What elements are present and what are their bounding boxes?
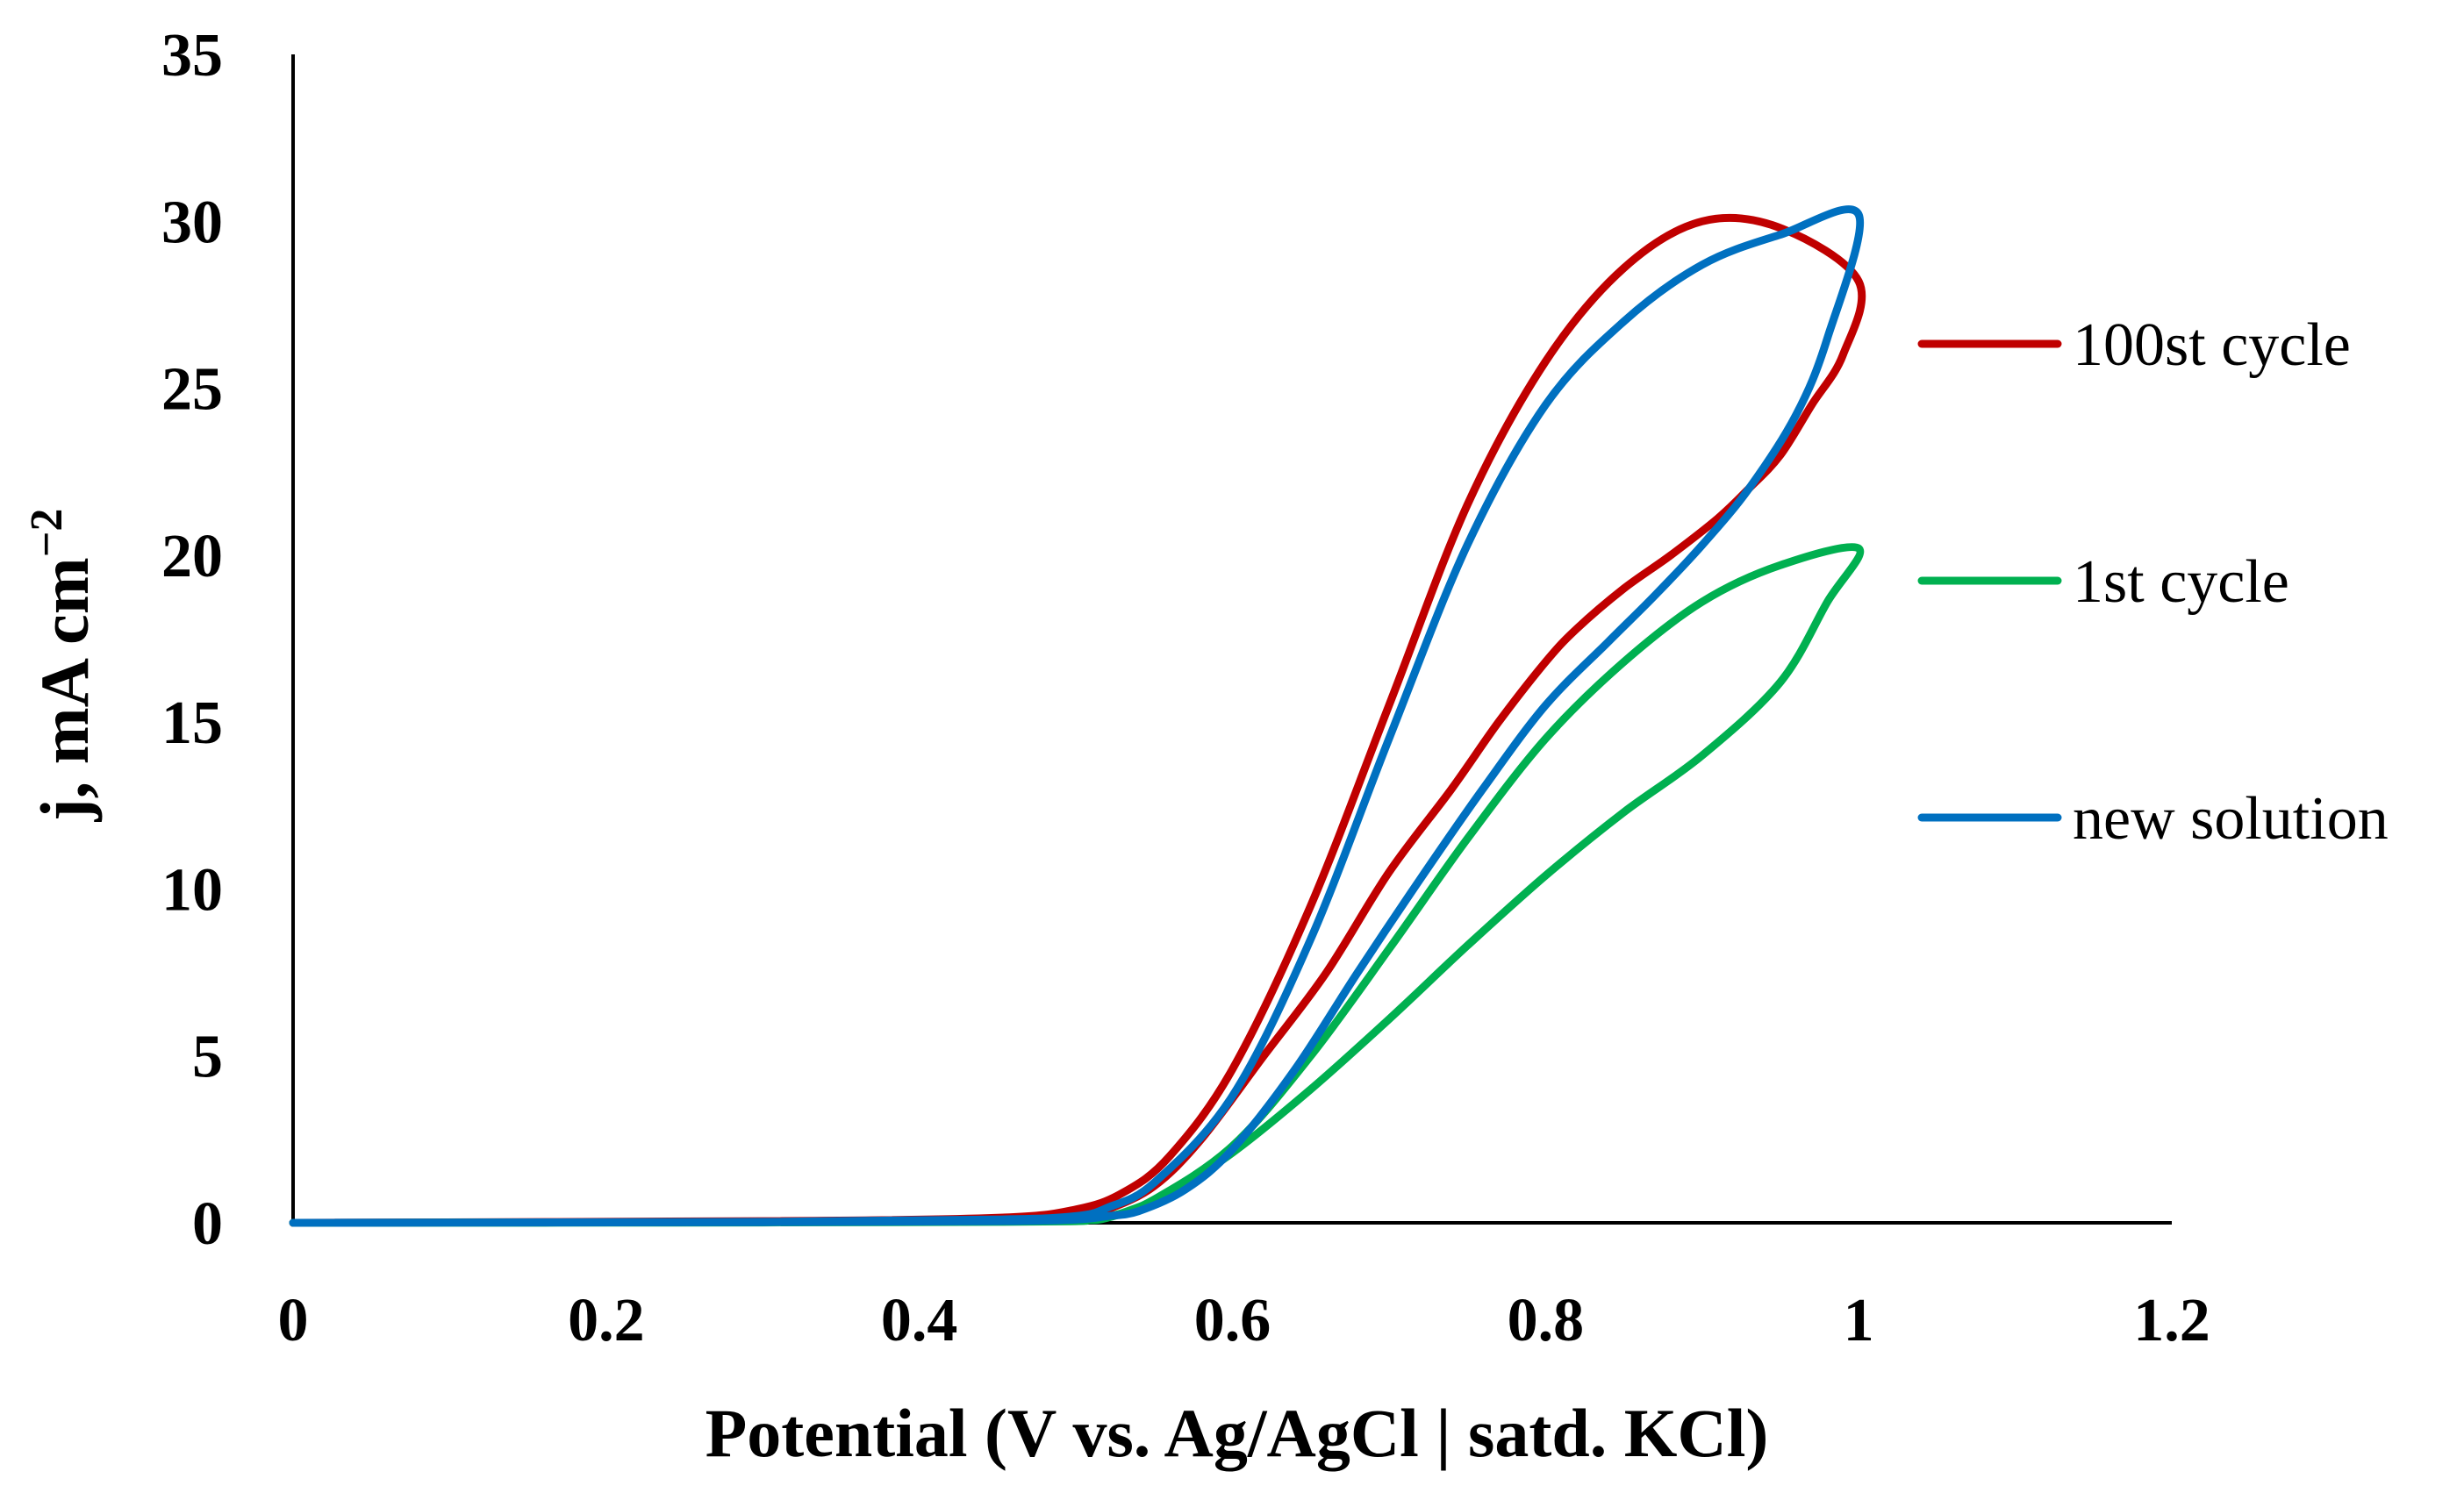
legend-label: 1st cycle bbox=[2073, 548, 2289, 616]
x-tick-label: 0.6 bbox=[1194, 1287, 1271, 1354]
legend-label: new solution bbox=[2073, 785, 2389, 853]
x-tick-label: 1.2 bbox=[2133, 1287, 2210, 1354]
series-group bbox=[289, 205, 1866, 1227]
y-tick-label: 15 bbox=[161, 689, 223, 757]
x-tick-label: 1 bbox=[1844, 1287, 1874, 1354]
y-tick-label: 30 bbox=[161, 189, 223, 256]
y-tick-label: 10 bbox=[161, 856, 223, 924]
y-tick-label: 20 bbox=[161, 523, 223, 590]
series-line-1st-cycle bbox=[289, 543, 1865, 1227]
y-axis-title-superscript: −2 bbox=[22, 509, 72, 558]
x-axis-title: Potential (V vs. Ag/AgCl | satd. KCl) bbox=[706, 1395, 1769, 1471]
y-tick-label: 25 bbox=[161, 356, 223, 424]
plot-area bbox=[289, 54, 2172, 1227]
y-axis-title-text: j, mA cm bbox=[26, 557, 103, 822]
y-tick-label: 0 bbox=[192, 1190, 223, 1258]
legend: 100st cycle 1st cycle new solution bbox=[1917, 311, 2389, 853]
y-axis-title: j, mA cm−2 bbox=[22, 509, 103, 823]
y-tick-labels: 0 5 10 15 20 25 30 35 bbox=[161, 22, 223, 1258]
x-tick-label: 0.8 bbox=[1508, 1287, 1585, 1354]
x-tick-label: 0 bbox=[278, 1287, 309, 1354]
y-tick-label: 35 bbox=[161, 22, 223, 89]
x-tick-labels: 0 0.2 0.4 0.6 0.8 1 1.2 bbox=[278, 1287, 2210, 1354]
x-tick-label: 0.4 bbox=[881, 1287, 958, 1354]
series-line-new-solution bbox=[289, 205, 1865, 1227]
legend-label: 100st cycle bbox=[2073, 311, 2351, 379]
y-tick-label: 5 bbox=[192, 1024, 223, 1091]
series-line-100st-cycle bbox=[289, 213, 1866, 1227]
x-tick-label: 0.2 bbox=[568, 1287, 645, 1354]
